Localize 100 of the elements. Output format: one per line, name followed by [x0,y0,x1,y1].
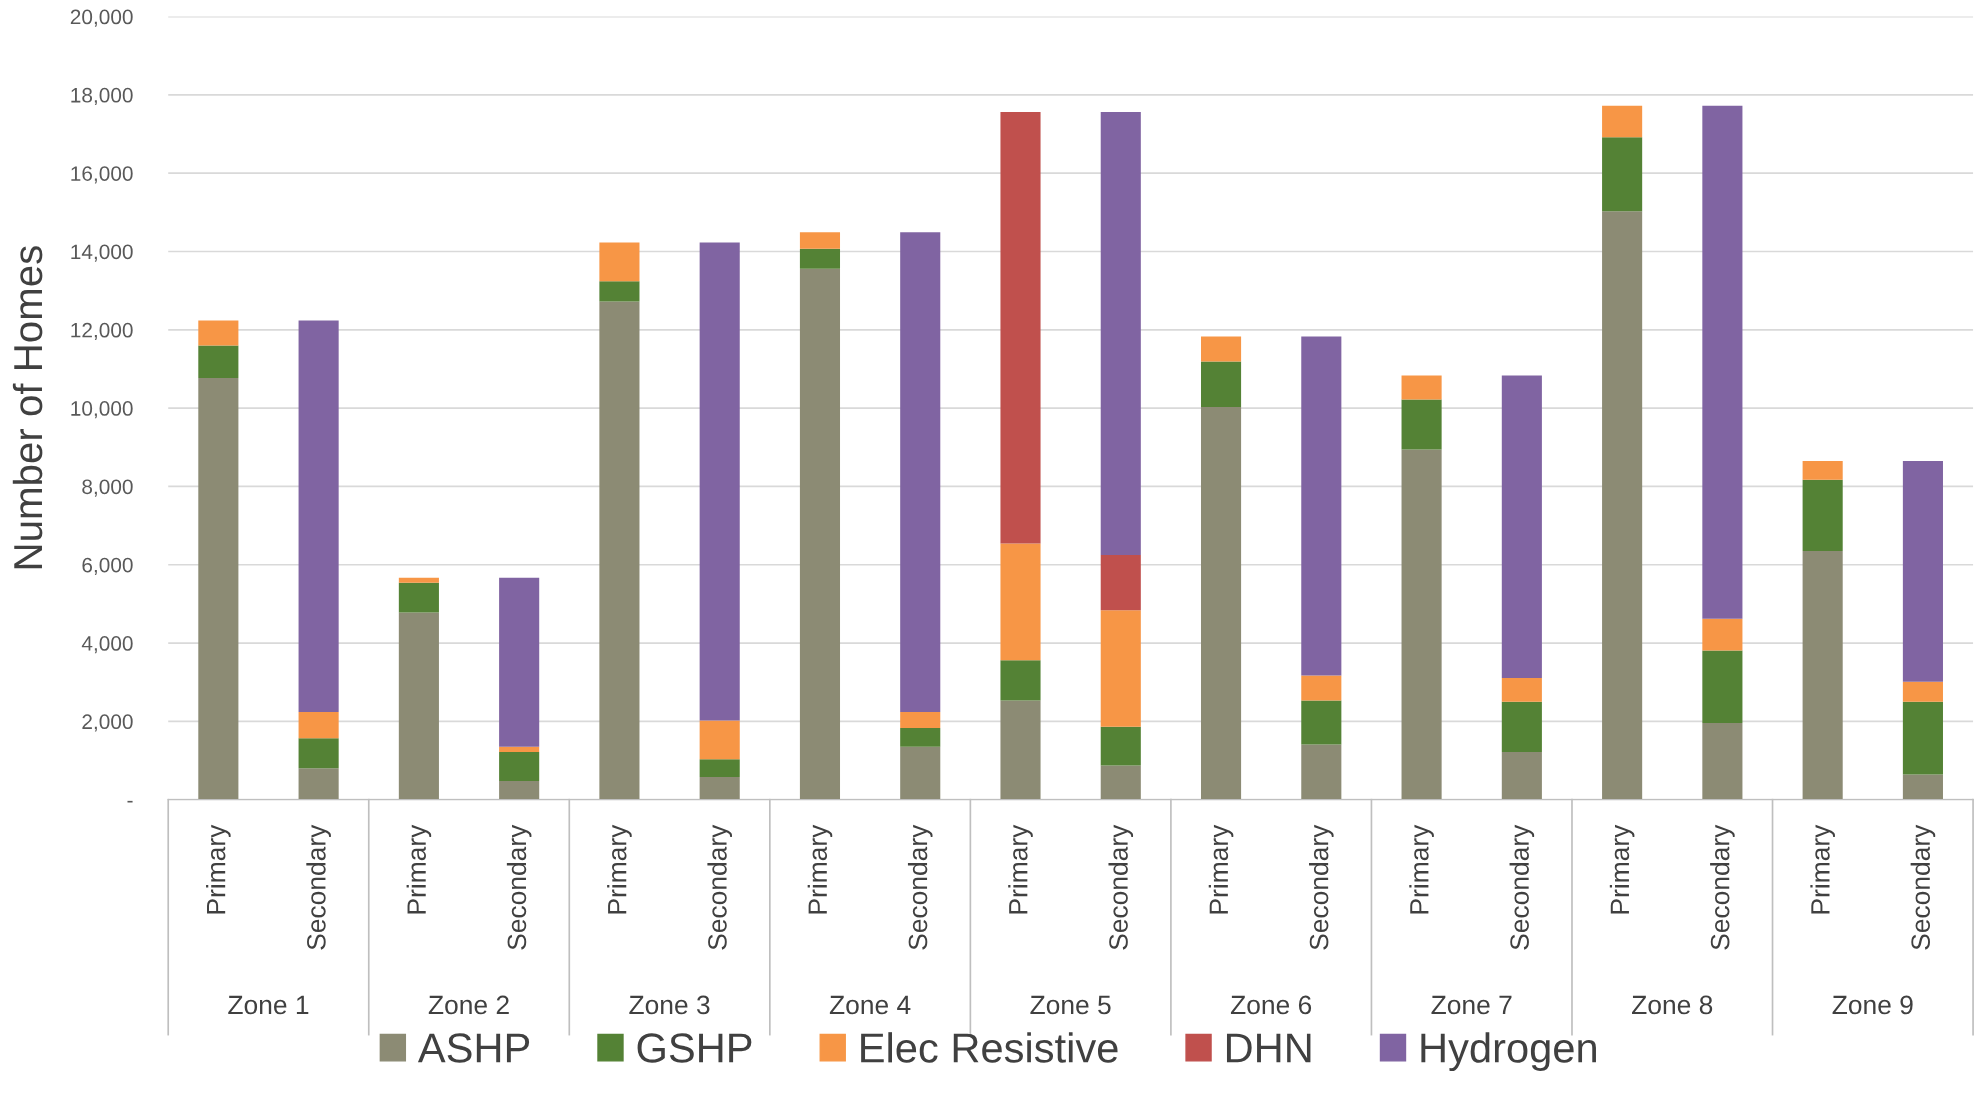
x-tick-label: Secondary [506,824,532,950]
x-tick-label: Secondary [1910,824,1936,950]
x-tick-label: Primary [607,824,632,914]
x-tick-label: Primary [807,824,833,914]
bar [298,320,339,712]
bar [1301,700,1342,745]
bar [699,776,740,800]
bar [1802,479,1843,552]
bar [398,582,439,613]
bar [398,577,439,583]
y-tick-label: 18,000 [71,87,133,106]
bar [499,577,540,747]
y-tick-label: 12,000 [71,322,133,341]
bar [499,746,540,752]
bar [1902,460,1943,682]
text: Zone 3 [629,995,710,1015]
bar [699,720,740,760]
bar [198,345,239,378]
text: Zone 7 [1431,995,1512,1015]
y-tick-label: 2,000 [82,714,133,732]
x-tick-label: Primary [406,824,432,914]
bar [599,301,640,800]
bar [1301,675,1342,701]
y-tick-label: 14,000 [71,244,133,262]
text: Zone 9 [1832,995,1913,1015]
bar [1401,399,1442,450]
bar [1602,211,1643,800]
x-tick-label: Secondary [1108,824,1134,950]
legend-label: GSHP [637,1033,752,1063]
y-tick-label: 6,000 [82,557,133,575]
bar [1602,105,1643,138]
x-tick-label: Primary [1008,824,1033,914]
x-tick-label: Secondary [1309,824,1334,950]
legend-label: Hydrogen [1421,1032,1596,1072]
bar [900,728,941,747]
x-tick-label: Primary [1208,824,1234,914]
bar [900,711,941,729]
y-axis-title: Number of Homes [12,246,43,569]
bar [1100,554,1141,611]
bar [1501,701,1542,752]
bar [1902,774,1943,800]
bar [1000,112,1041,544]
bar [1802,551,1843,800]
x-tick-label: Primary [206,824,231,914]
bar [1802,460,1843,480]
bar [799,232,841,249]
bar [298,768,339,800]
y-tick-label: 20,000 [70,9,133,27]
bar [1702,722,1743,800]
bar [699,759,740,777]
bar [1702,105,1743,619]
bar [499,751,540,781]
bar [1200,361,1242,407]
bar [1501,751,1542,800]
text: Zone 5 [1030,995,1111,1015]
x-tick-label: Primary [1810,824,1835,914]
bar [1100,610,1141,727]
bar [1000,660,1041,701]
text: Zone 2 [428,995,509,1015]
x-tick-label: Secondary [707,824,732,950]
bar [1100,726,1141,766]
y-tick-label: 16,000 [71,166,133,184]
bar [1702,650,1743,723]
bar [198,377,239,800]
x-tick-label: Secondary [306,824,331,950]
bar [298,738,339,769]
bar [198,320,239,346]
bar [1301,336,1342,676]
bar [1200,336,1242,362]
bar [1902,701,1943,775]
bar [1000,543,1041,661]
text: Zone 1 [228,995,309,1015]
x-tick-label: Secondary [1509,824,1535,950]
bar [1702,618,1743,651]
legend-label: DHN [1226,1033,1311,1063]
bar [699,242,740,721]
bar [1401,375,1442,400]
bar [799,248,841,269]
legend-label: Elec Resistive [861,1032,1118,1063]
bar [1902,681,1943,702]
bar [1301,744,1342,800]
y-tick-label: 4,000 [81,636,133,654]
bar [1501,677,1542,702]
x-tick-label: Primary [1609,824,1635,914]
bar [1401,449,1442,800]
bar [1602,137,1643,212]
x-tick-label: Primary [1409,824,1434,914]
bar [398,612,439,800]
bar [799,268,841,800]
y-tick-label: 8,000 [82,479,133,497]
legend-label: ASHP [417,1033,530,1063]
text: Zone 4 [829,995,911,1015]
bar [1501,375,1542,678]
bar [1100,765,1141,800]
bar [298,711,339,739]
bar [599,281,640,302]
bar [599,242,640,282]
y-tick-label: 10,000 [71,401,133,419]
text: Zone 6 [1230,995,1312,1015]
bar [1000,700,1041,800]
